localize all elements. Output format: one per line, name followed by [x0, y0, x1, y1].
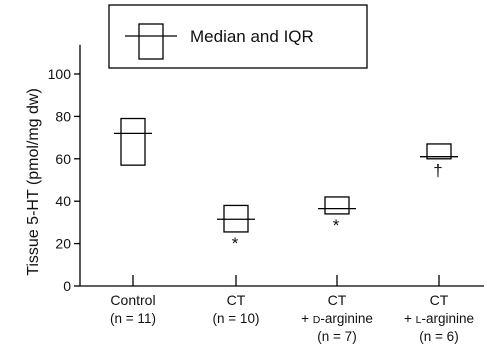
legend: Median and IQR — [108, 4, 368, 69]
y-axis-label: Tissue 5-HT (pmol/mg dw) — [25, 88, 42, 276]
y-tick-label: 100 — [48, 66, 72, 82]
x-axis-labels: Control (n = 11) CT (n = 10) CT + D-arginine (… — [110, 292, 474, 344]
axes: 0 20 40 60 80 100 — [48, 44, 484, 294]
category-label: CT — [227, 292, 246, 308]
iqr-box — [324, 196, 350, 215]
category-label: CT — [328, 292, 347, 308]
n-label: (n = 10) — [213, 311, 260, 326]
category-label: Control — [110, 292, 155, 308]
y-tick-label: 40 — [55, 193, 71, 209]
y-tick-label: 60 — [55, 151, 71, 167]
y-tick-label: 80 — [55, 108, 71, 124]
treatment-label: + L-arginine — [404, 311, 474, 326]
n-label: (n = 7) — [317, 329, 356, 344]
legend-symbol-box — [138, 23, 164, 60]
legend-label: Median and IQR — [190, 27, 314, 46]
n-label: (n = 6) — [419, 329, 458, 344]
y-tick-label: 20 — [55, 236, 71, 252]
category-label: CT — [430, 292, 449, 308]
significance-marker: * — [232, 234, 239, 253]
significance-marker: * — [333, 216, 340, 235]
n-label: (n = 11) — [110, 311, 156, 326]
significance-marker: † — [433, 161, 442, 180]
treatment-label: + D-arginine — [301, 311, 373, 326]
plot-marks: * * † — [114, 117, 458, 253]
iqr-box — [120, 117, 146, 166]
iqr-box — [426, 143, 452, 160]
y-tick-label: 0 — [63, 278, 71, 294]
